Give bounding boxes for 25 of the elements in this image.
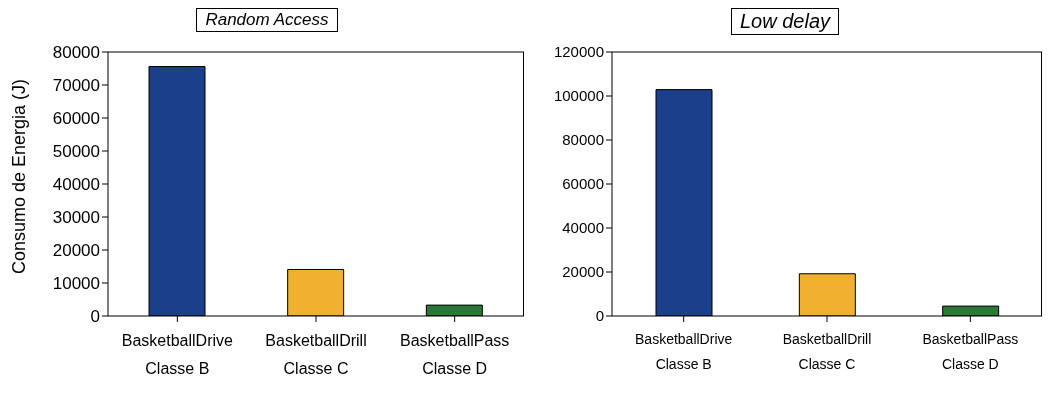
y-tick-label: 70000 bbox=[52, 76, 100, 96]
y-tick-label: 80000 bbox=[562, 131, 604, 149]
x-tick-label: BasketballDrill Classe C bbox=[265, 332, 367, 377]
y-tick-label: 10000 bbox=[52, 274, 100, 294]
y-tick-label: 120000 bbox=[553, 43, 604, 61]
y-tick-label: 40000 bbox=[562, 219, 604, 237]
y-tick-label: 40000 bbox=[52, 175, 100, 195]
x-tick-label: BasketballPass Classe D bbox=[399, 332, 510, 377]
y-axis-title: Consumo de Energia (J) bbox=[9, 78, 30, 274]
y-tick-label: 80000 bbox=[52, 43, 100, 63]
x-tick-label: BasketballPass Classe D bbox=[922, 331, 1019, 372]
y-tick-label: 20000 bbox=[52, 241, 100, 261]
chart-title: Low delay bbox=[730, 8, 840, 35]
y-tick-label: 60000 bbox=[52, 109, 100, 129]
y-tick-label: 0 bbox=[595, 307, 604, 325]
y-tick-label: 20000 bbox=[562, 263, 604, 281]
x-tick-label: BasketballDrive Classe B bbox=[121, 332, 234, 377]
x-tick-label: BasketballDrill Classe C bbox=[782, 331, 872, 372]
y-tick-label: 60000 bbox=[562, 175, 604, 193]
y-tick-label: 0 bbox=[90, 307, 100, 327]
y-tick-label: 30000 bbox=[52, 208, 100, 228]
chart-title: Random Access bbox=[196, 8, 338, 32]
y-tick-label: 100000 bbox=[553, 87, 604, 105]
y-tick-label: 50000 bbox=[52, 142, 100, 162]
x-tick-label: BasketballDrive Classe B bbox=[635, 331, 733, 372]
